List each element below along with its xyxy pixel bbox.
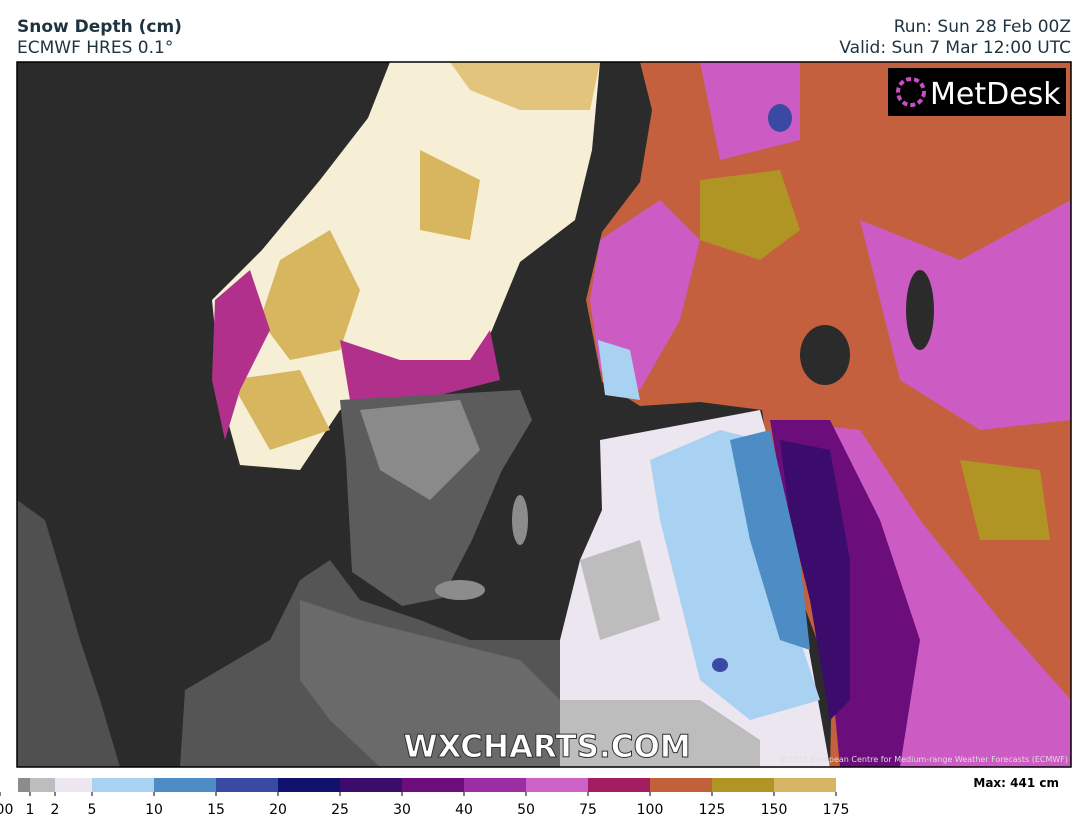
- colorbar-tick-label: 75: [579, 802, 597, 818]
- watermark: WXCHARTS.COM: [403, 729, 690, 765]
- colorbar-segment: [92, 778, 154, 792]
- colorbar-tick-label: 10: [145, 802, 163, 818]
- colorbar-segment: [464, 778, 526, 792]
- colorbar-segment: [774, 778, 836, 792]
- colorbar-tick-label: 15: [207, 802, 225, 818]
- colorbar-segment: [18, 778, 30, 792]
- model: ECMWF HRES 0.1°: [17, 38, 173, 58]
- colorbar-segment: [650, 778, 712, 792]
- title: Snow Depth (cm): [17, 17, 182, 37]
- colorbar-tick-label: 175: [823, 802, 850, 818]
- colorbar-tick-label: 125: [699, 802, 726, 818]
- colorbar-tick-label: 1: [26, 802, 35, 818]
- colorbar-tick-label: 5: [88, 802, 97, 818]
- colorbar-segment: [154, 778, 216, 792]
- colorbar-segment: [216, 778, 278, 792]
- run-time: Run: Sun 28 Feb 00Z: [894, 17, 1071, 37]
- copyright: ©2021 European Centre for Medium-range W…: [780, 755, 1068, 764]
- colorbar-segment: [402, 778, 464, 792]
- colorbar: 1251015202530405075100125150175200: [0, 778, 849, 818]
- max-label: Max: 441 cm: [973, 776, 1059, 790]
- map: [17, 62, 1071, 767]
- colorbar-tick-label: 50: [517, 802, 535, 818]
- colorbar-segment: [588, 778, 650, 792]
- colorbar-tick-label: 25: [331, 802, 349, 818]
- colorbar-tick-label: 20: [269, 802, 287, 818]
- colorbar-segment: [55, 778, 92, 792]
- colorbar-tick-label: 100: [637, 802, 664, 818]
- logo-icon: [896, 77, 926, 107]
- colorbar-tick-label: 200: [0, 802, 13, 818]
- colorbar-segment: [526, 778, 588, 792]
- valid-time: Valid: Sun 7 Mar 12:00 UTC: [839, 38, 1071, 58]
- colorbar-tick-label: 150: [761, 802, 788, 818]
- colorbar-tick-label: 2: [51, 802, 60, 818]
- logo-box: [888, 68, 1066, 116]
- colorbar-segment: [278, 778, 340, 792]
- colorbar-segment: [340, 778, 402, 792]
- colorbar-segment: [30, 778, 55, 792]
- logo-text: MetDesk: [930, 77, 1061, 112]
- colorbar-segment: [712, 778, 774, 792]
- colorbar-tick-label: 30: [393, 802, 411, 818]
- colorbar-tick-label: 40: [455, 802, 473, 818]
